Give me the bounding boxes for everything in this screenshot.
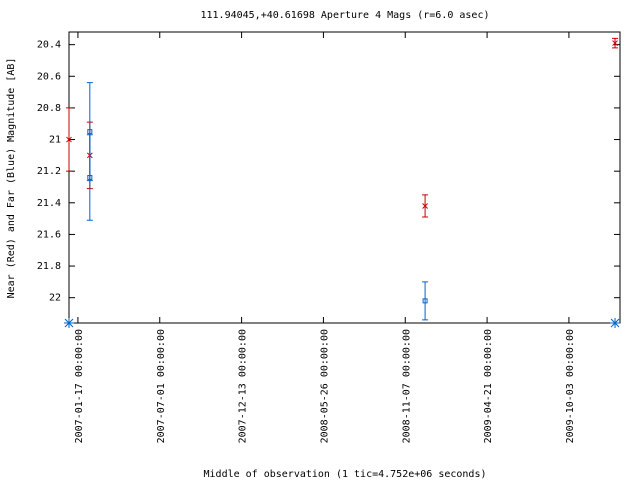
y-tick-label: 20.8: [37, 103, 61, 114]
point: [87, 175, 93, 180]
x-tick-label: 2007-07-01 00:00:00: [156, 329, 167, 443]
error-bar: [86, 134, 93, 221]
point: [66, 136, 72, 143]
x-tick-label: 2008-05-26 00:00:00: [319, 329, 330, 443]
y-tick-label: 21.4: [37, 198, 61, 209]
y-axis-label: Near (Red) and Far (Blue) Magnitude [AB]: [6, 58, 17, 299]
point: [422, 203, 428, 209]
x-tick-label: 2007-12-13 00:00:00: [238, 329, 249, 443]
point: [422, 298, 428, 304]
x-tick-label: 2008-11-07 00:00:00: [401, 329, 412, 443]
point: [612, 40, 618, 46]
x-tick-label: 2009-10-03 00:00:00: [565, 329, 576, 443]
y-tick-label: 22: [49, 293, 61, 304]
error-bar: [422, 281, 429, 321]
point: [64, 318, 74, 328]
y-tick-label: 21.8: [37, 261, 61, 272]
y-tick-label: 21.2: [37, 166, 61, 177]
x-axis-label: Middle of observation (1 tic=4.752e+06 s…: [204, 469, 487, 480]
point: [87, 129, 93, 135]
point: [610, 318, 621, 328]
x-tick-label: 2009-04-21 00:00:00: [483, 329, 494, 443]
y-tick-label: 21: [49, 135, 61, 146]
y-tick-label: 21.6: [37, 229, 61, 240]
x-tick-label: 2007-01-17 00:00:00: [74, 329, 85, 443]
y-tick-label: 20.4: [37, 40, 61, 51]
y-tick-label: 20.6: [37, 71, 61, 82]
plot-frame: [68, 31, 621, 324]
chart-title: 111.94045,+40.61698 Aperture 4 Mags (r=6…: [201, 10, 490, 21]
